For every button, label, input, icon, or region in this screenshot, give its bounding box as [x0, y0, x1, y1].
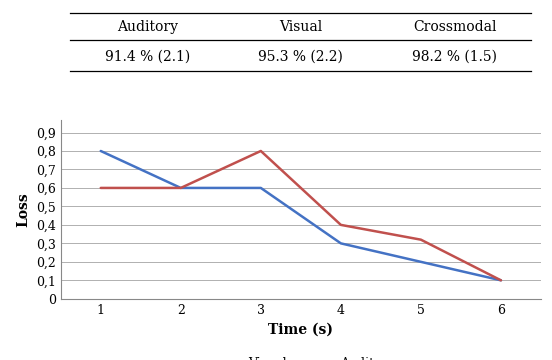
Legend: Visual, Auditory: Visual, Auditory — [201, 352, 400, 360]
Text: 95.3 % (2.2): 95.3 % (2.2) — [258, 50, 343, 64]
Text: Auditory: Auditory — [116, 19, 178, 33]
Text: Crossmodal: Crossmodal — [413, 19, 496, 33]
Y-axis label: Loss: Loss — [17, 192, 30, 226]
Text: Visual: Visual — [279, 19, 322, 33]
Text: 91.4 % (2.1): 91.4 % (2.1) — [104, 50, 190, 64]
Text: 98.2 % (1.5): 98.2 % (1.5) — [412, 50, 497, 64]
X-axis label: Time (s): Time (s) — [268, 322, 333, 336]
